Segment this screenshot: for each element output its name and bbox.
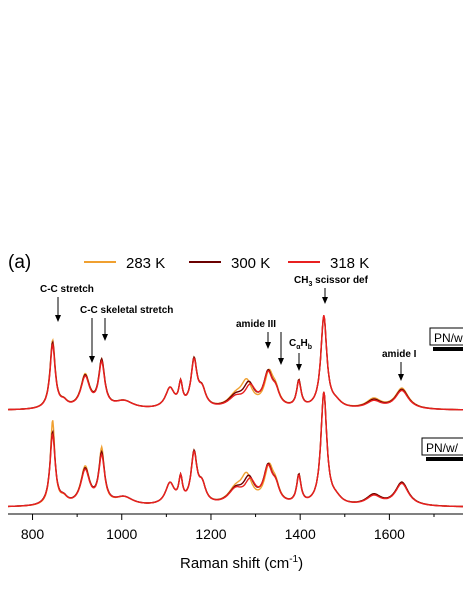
annotation-amide-iii: amide III: [236, 319, 276, 330]
legend-label-318k: 318 K: [330, 255, 369, 272]
arrowhead-amide-iii-1: [278, 358, 284, 365]
arrowhead-ca-hb: [296, 364, 302, 371]
legend-label-283k: 283 K: [126, 255, 165, 272]
spectrum-2-series-283k: [8, 391, 463, 508]
spectrum-2-series-300k: [8, 391, 463, 508]
x-tick-label-1400: 1400: [285, 526, 316, 542]
arrowhead-cc-stretch: [55, 315, 61, 322]
spectra-curves: [7, 314, 463, 508]
legend-label-300k: 300 K: [231, 255, 270, 272]
annotation-ch3-scissor: CH3 scissor def: [294, 275, 369, 288]
x-tick-label-800: 800: [21, 526, 45, 542]
arrowhead-ch3: [322, 297, 328, 304]
x-axis-label: Raman shift (cm-1): [180, 554, 303, 572]
arrowhead-cc-skeletal-1: [89, 356, 95, 363]
sample-label-1: PN/w: [434, 331, 463, 345]
arrowhead-amide-iii-2: [265, 342, 271, 349]
annotation-ca-hb: CαHb: [289, 338, 312, 351]
x-tick-label-1000: 1000: [106, 526, 137, 542]
annotation-cc-stretch: C-C stretch: [40, 284, 94, 295]
sample-label-bar-2: [426, 457, 463, 461]
annotation-amide-i: amide I: [382, 349, 417, 360]
sample-label-bar-1: [433, 347, 463, 351]
legend: 283 K 300 K 318 K: [84, 255, 369, 272]
spectrum-1-series-283k: [7, 315, 463, 411]
annotation-cc-skeletal: C-C skeletal stretch: [80, 305, 173, 316]
spectrum-2-series-318k: [8, 391, 463, 508]
x-tick-label-1600: 1600: [374, 526, 405, 542]
x-tick-label-1200: 1200: [195, 526, 226, 542]
peak-annotations: C-C stretch C-C skeletal stretch amide I…: [40, 275, 417, 381]
sample-labels: PN/w PN/w/: [421, 327, 463, 461]
sample-label-box-2: [421, 437, 463, 456]
sample-label-2: PN/w/: [426, 441, 459, 455]
arrowhead-amide-i: [398, 374, 404, 381]
x-axis: [8, 513, 463, 520]
sample-label-box-1: [429, 327, 463, 346]
panel-label: (a): [8, 252, 31, 273]
arrowhead-cc-skeletal-2: [102, 334, 108, 341]
spectrum-1-series-318k: [8, 314, 463, 411]
